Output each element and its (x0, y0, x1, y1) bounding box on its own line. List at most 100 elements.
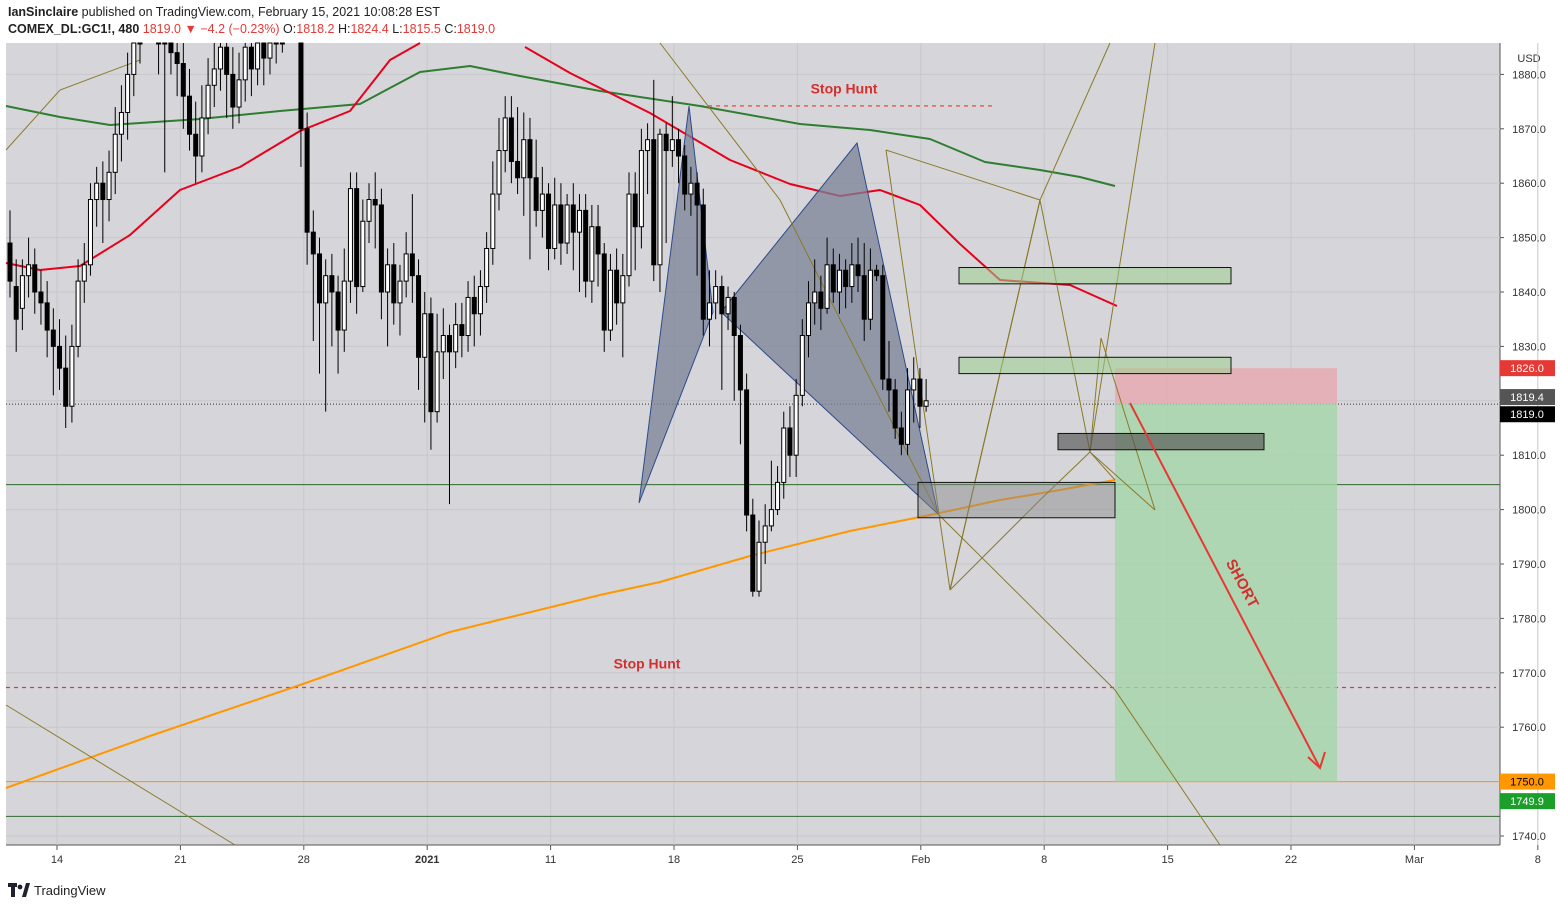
candle-up (706, 302, 712, 320)
price-axis[interactable] (1500, 43, 1558, 845)
candle-down (601, 253, 607, 331)
candle-down (694, 182, 700, 206)
candle-down (298, 42, 304, 130)
price-tick-label: 1800.0 (1512, 505, 1546, 517)
candle-down (527, 139, 533, 179)
candle-down (632, 193, 638, 228)
high-value: 1824.4 (350, 22, 389, 36)
price-tick-label: 1770.0 (1512, 668, 1546, 680)
candle-up (347, 188, 353, 282)
candle-down (38, 291, 44, 304)
candle-down (682, 155, 688, 195)
candle-up (781, 427, 787, 483)
price-tick-label: 1740.0 (1512, 831, 1546, 843)
candle-up (440, 335, 446, 353)
candle-down (7, 242, 13, 282)
candle-up (626, 193, 632, 277)
time-tick-label: 21 (174, 854, 186, 866)
time-tick-label: Mar (1405, 854, 1424, 866)
time-tick-label: 22 (1285, 854, 1297, 866)
candle-down (830, 264, 836, 293)
ma-orange-line (5, 479, 1116, 789)
candle-down (409, 253, 415, 277)
candle-down (787, 427, 793, 456)
candle-up (620, 275, 626, 304)
candle-up (87, 199, 93, 266)
horizontal-levels (6, 105, 1500, 817)
price-tick-label: 1860.0 (1512, 178, 1546, 190)
stop-hunt-label-lower: Stop Hunt (614, 655, 681, 671)
time-axis[interactable] (6, 845, 1500, 871)
candle-down (861, 275, 867, 320)
candle-down (57, 345, 63, 369)
candle-down (32, 264, 38, 293)
candle-up (279, 42, 285, 45)
tradingview-logo[interactable]: TradingView (8, 880, 106, 900)
zigzag-diag-1 (659, 42, 939, 515)
zigzag-w-6 (1089, 42, 1156, 453)
ema-red-line-left (5, 42, 421, 271)
price-label-bg (1500, 389, 1555, 406)
candle-up (81, 264, 87, 282)
price-tick-label: 1830.0 (1512, 341, 1546, 353)
candle-down (187, 95, 193, 135)
candle-up (118, 111, 124, 135)
price-label: 1819.4 (1510, 392, 1544, 404)
currency-label: USD (1517, 53, 1540, 65)
candle-up (131, 42, 137, 75)
brand-name: TradingView (34, 882, 106, 898)
candle-up (552, 204, 558, 249)
stop-loss-zone (1115, 368, 1337, 405)
stop-hunt-label-upper: Stop Hunt (811, 80, 878, 96)
time-tick-label: 8 (1041, 854, 1047, 866)
candle-down (663, 133, 669, 152)
candle-up (125, 73, 131, 113)
time-tick-label: 28 (298, 854, 310, 866)
harmonic-patterns (5, 42, 1221, 846)
candle-down (317, 253, 322, 304)
zigzag-projection (937, 513, 1221, 846)
candle-down (886, 378, 892, 391)
candle-down (230, 73, 236, 108)
candle-down (193, 133, 199, 157)
pattern-triangle-2 (720, 141, 939, 516)
candle-down (570, 204, 576, 233)
time-tick-label: 18 (668, 854, 680, 866)
candle-down (898, 427, 904, 445)
candle-up (799, 335, 805, 396)
candle-down (372, 199, 378, 206)
candle-up (211, 68, 217, 86)
candle-down (583, 209, 589, 282)
candle-down (737, 335, 743, 391)
candle-down (874, 269, 880, 277)
candle-down (391, 264, 397, 304)
time-tick-label: Feb (911, 854, 930, 866)
candle-up (645, 139, 651, 152)
candle-up (490, 193, 496, 249)
demand-box-2 (917, 481, 1116, 519)
time-tick-label: 25 (791, 854, 803, 866)
candle-up (713, 286, 719, 304)
candle-down (354, 188, 360, 288)
candle-up (69, 345, 75, 407)
candle-up (94, 182, 100, 201)
zigzag-w-8 (949, 451, 1116, 591)
candle-down (416, 275, 422, 358)
price-label-bg (1500, 360, 1555, 377)
candle-up (397, 280, 403, 304)
author-name[interactable]: IanSinclaire (8, 5, 79, 19)
price-tick-label: 1790.0 (1512, 559, 1546, 571)
candle-up (242, 46, 248, 81)
candle-down (595, 226, 601, 255)
zigzag-lower-left (5, 704, 236, 846)
price-labels: 1826.0 1819.4 1819.0 1750.0 1749.9 (1500, 360, 1555, 810)
candle-down (335, 291, 341, 331)
candle-down (614, 269, 620, 304)
close-value: 1819.0 (456, 22, 496, 36)
candle-down (744, 389, 750, 516)
candle-up (502, 117, 508, 152)
candles (7, 42, 929, 597)
candle-up (323, 275, 329, 304)
candle-down (428, 313, 434, 413)
